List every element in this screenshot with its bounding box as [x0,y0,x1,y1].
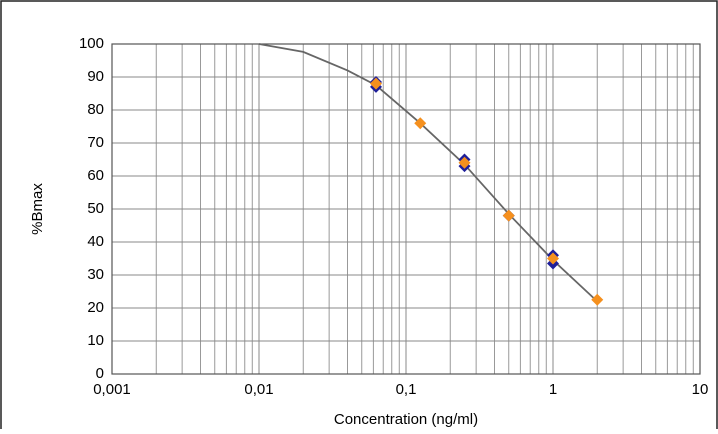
data-point [502,209,515,222]
data-point [369,77,382,90]
y-axis-label: %Bmax [29,183,46,235]
y-tick-label: 30 [87,266,104,283]
y-tick-label: 20 [87,299,104,316]
y-tick-label: 70 [87,134,104,151]
x-axis-label: Concentration (ng/ml) [334,411,478,428]
y-tick-label: 100 [79,35,104,52]
x-tick-label: 0,1 [396,381,417,398]
x-tick-label: 0,001 [93,381,131,398]
data-point [547,252,559,265]
plot-border [111,43,701,375]
x-tick-label: 1 [549,381,557,398]
y-tick-label: 10 [87,332,104,349]
y-tick-label: 60 [87,167,104,184]
y-tick-label: 40 [87,233,104,250]
x-tick-label: 10 [692,381,709,398]
data-point [591,293,604,306]
data-point [458,156,471,169]
y-tick-label: 80 [87,101,104,118]
y-tick-label: 50 [87,200,104,217]
data-point [414,117,427,130]
x-tick-label: 0,01 [244,381,273,398]
y-tick-label: 90 [87,68,104,85]
y-tick-label: 0 [96,365,104,382]
